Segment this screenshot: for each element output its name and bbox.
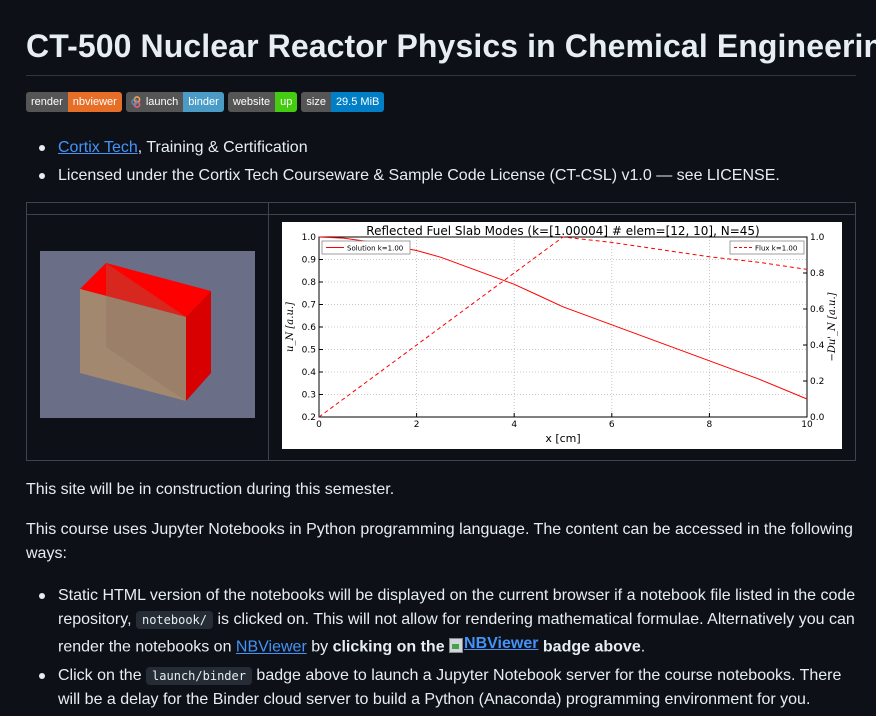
badge-render-nbviewer[interactable]: render nbviewer bbox=[26, 92, 122, 112]
slab-render bbox=[80, 263, 211, 401]
y-axis-label-left: u_N [a.u.] bbox=[285, 302, 296, 352]
badge-row: render nbviewer launch binder website up… bbox=[26, 92, 385, 112]
y-tick-label-right: 0.0 bbox=[810, 413, 825, 423]
badge-value: up bbox=[275, 92, 298, 112]
x-tick-label: 0 bbox=[316, 420, 322, 430]
binder-logo-icon bbox=[131, 96, 141, 108]
y-tick-label-left: 0.3 bbox=[302, 391, 316, 401]
list-item: Licensed under the Cortix Tech Coursewar… bbox=[26, 164, 780, 188]
fuel-slab-3d-image bbox=[40, 251, 255, 418]
y-tick-label-right: 0.8 bbox=[810, 269, 825, 279]
badge-value: nbviewer bbox=[67, 92, 122, 112]
y-tick-label-left: 0.8 bbox=[302, 278, 317, 288]
y-tick-label-right: 1.0 bbox=[810, 233, 825, 243]
legend-label: Solution k=1.00 bbox=[347, 245, 403, 253]
x-tick-label: 2 bbox=[414, 420, 420, 430]
y-tick-label-left: 0.5 bbox=[302, 346, 316, 356]
flux-chart: 0 2 4 6 8 10 0.2 0.3 0.4 0.5 0.6 0.7 0.8 0.9 1.0 0.0 0.2… bbox=[282, 222, 842, 449]
badge-size[interactable]: size 29.5 MiB bbox=[301, 92, 385, 112]
y-tick-label-left: 0.2 bbox=[302, 413, 316, 423]
badge-launch-binder[interactable]: launch binder bbox=[125, 92, 224, 112]
list-item: Static HTML version of the notebooks wil… bbox=[26, 584, 856, 660]
badge-label: render bbox=[26, 92, 68, 112]
legend-label: Flux k=1.00 bbox=[755, 245, 797, 253]
list-item-text: , Training & Certification bbox=[137, 139, 308, 156]
series-line-solution bbox=[318, 236, 808, 400]
series-line-flux bbox=[318, 236, 808, 418]
y-axis-label-right: −Du'_N [a.u.] bbox=[827, 292, 838, 361]
y-tick-label-left: 0.7 bbox=[302, 301, 316, 311]
chart-title: Reflected Fuel Slab Modes (k=[1.00004] #… bbox=[366, 224, 759, 238]
y-tick-label-right: 0.6 bbox=[810, 305, 825, 315]
badge-value: 29.5 MiB bbox=[330, 92, 385, 112]
x-tick-label: 6 bbox=[609, 420, 615, 430]
slab-top-face bbox=[80, 263, 211, 317]
y-tick-label-left: 0.9 bbox=[302, 256, 317, 266]
page-title: CT-500 Nuclear Reactor Physics in Chemic… bbox=[26, 28, 876, 64]
list-item: Click on the launch/binder badge above t… bbox=[26, 664, 856, 712]
x-tick-label: 10 bbox=[801, 420, 813, 430]
access-ways-list: Static HTML version of the notebooks wil… bbox=[26, 584, 856, 716]
figure-table bbox=[26, 202, 856, 461]
title-divider bbox=[26, 75, 856, 76]
intro-list: Cortix Tech, Training & Certification Li… bbox=[26, 136, 780, 192]
x-tick-label: 8 bbox=[707, 420, 713, 430]
notebook-dir-code: notebook/ bbox=[135, 611, 213, 629]
x-tick-label: 4 bbox=[511, 420, 517, 430]
list-item: Cortix Tech, Training & Certification bbox=[26, 136, 780, 160]
badge-label: website bbox=[227, 92, 276, 112]
launch-binder-code: launch/binder bbox=[146, 666, 252, 685]
slab-right-face bbox=[186, 291, 211, 401]
badge-label: launch bbox=[145, 96, 179, 108]
badge-value: binder bbox=[183, 92, 224, 112]
badge-website-up[interactable]: website up bbox=[227, 92, 298, 112]
nbviewer-badge-image[interactable]: NBViewer bbox=[449, 632, 538, 656]
table-column-divider bbox=[268, 203, 269, 460]
x-axis-label: x [cm] bbox=[545, 432, 580, 445]
legend-right: Flux k=1.00 bbox=[729, 240, 805, 255]
access-intro: This course uses Jupyter Notebooks in Py… bbox=[26, 521, 853, 562]
y-tick-label-right: 0.4 bbox=[810, 341, 825, 351]
y-tick-label-left: 1.0 bbox=[302, 233, 317, 243]
y-tick-label-left: 0.4 bbox=[302, 368, 317, 378]
y-tick-label-right: 0.2 bbox=[810, 377, 824, 387]
table-header-row bbox=[27, 203, 855, 215]
slab-inner-shade bbox=[106, 263, 186, 401]
nbviewer-link[interactable]: NBViewer bbox=[235, 638, 307, 656]
broken-image-icon bbox=[449, 637, 464, 653]
construction-notice: This site will be in construction during… bbox=[26, 481, 395, 498]
cortix-tech-link[interactable]: Cortix Tech bbox=[58, 139, 138, 156]
y-tick-label-left: 0.6 bbox=[302, 323, 317, 333]
badge-label: size bbox=[301, 92, 331, 112]
slab-front-face bbox=[80, 289, 186, 401]
legend-left: Solution k=1.00 bbox=[321, 240, 411, 255]
chart-svg: 0 2 4 6 8 10 0.2 0.3 0.4 0.5 0.6 0.7 0.8 0.9 1.0 0.0 0.2… bbox=[285, 224, 838, 445]
